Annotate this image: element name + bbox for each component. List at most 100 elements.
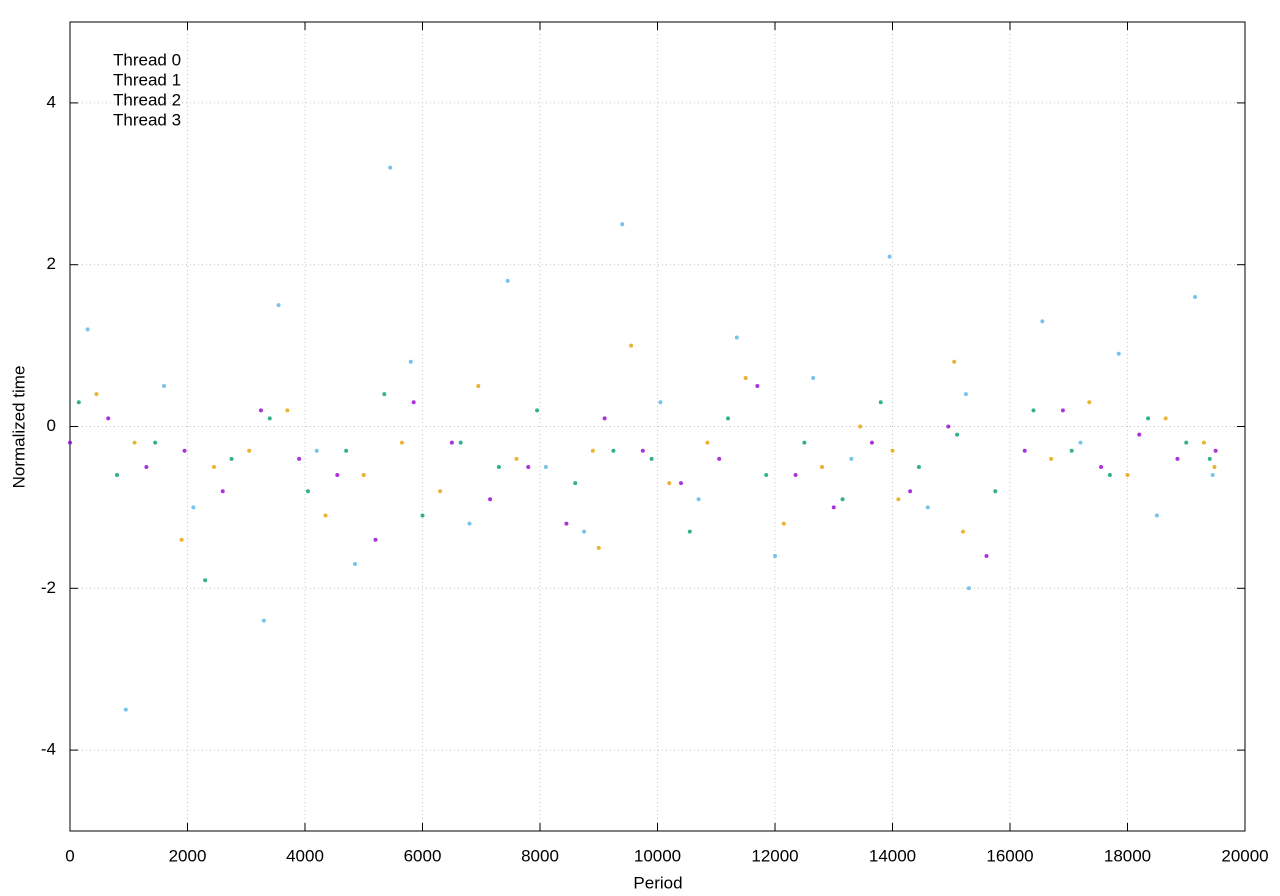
point [115, 473, 119, 478]
point [285, 408, 290, 413]
point [153, 440, 158, 445]
y-tick-label: -2 [41, 578, 56, 597]
point [1116, 351, 1121, 356]
x-tick-label: 18000 [1104, 846, 1151, 865]
point [755, 384, 760, 389]
legend-label: Thread 0 [113, 50, 181, 69]
point [1069, 448, 1074, 453]
point [1210, 473, 1215, 478]
point [887, 254, 892, 259]
point [952, 359, 957, 364]
point [849, 456, 854, 461]
point [458, 440, 463, 445]
point [679, 481, 683, 486]
point [878, 400, 883, 405]
x-tick-label: 16000 [986, 846, 1033, 865]
point [1049, 456, 1054, 461]
point [611, 448, 616, 453]
x-axis-label: Period [633, 873, 682, 892]
point [420, 513, 425, 518]
point [297, 456, 302, 461]
point [802, 440, 807, 445]
point [667, 481, 672, 486]
point [820, 464, 824, 469]
y-tick-label: 4 [47, 92, 56, 111]
point [408, 359, 413, 364]
y-tick-label: 0 [47, 416, 56, 435]
point [984, 553, 989, 558]
point [411, 400, 416, 405]
point [620, 222, 625, 227]
point [382, 392, 387, 397]
point [1175, 456, 1180, 461]
y-axis-label: Normalized time [9, 366, 28, 489]
point [658, 400, 663, 405]
point [1163, 416, 1168, 421]
point [352, 562, 357, 567]
point [1213, 448, 1218, 453]
point [649, 456, 654, 461]
point [1125, 473, 1130, 478]
point [323, 513, 328, 518]
point [993, 489, 998, 494]
point [705, 440, 710, 445]
point [123, 707, 128, 712]
point [261, 618, 266, 623]
x-tick-label: 14000 [869, 846, 916, 865]
point [793, 473, 798, 478]
point [438, 489, 443, 494]
point [305, 489, 310, 494]
y-tick-label: 2 [47, 254, 56, 273]
point [890, 448, 895, 453]
point [590, 448, 595, 453]
x-tick-label: 2000 [169, 846, 207, 865]
point [85, 327, 90, 332]
point [1212, 464, 1217, 469]
point [335, 473, 340, 478]
point [908, 489, 913, 494]
point [514, 456, 519, 461]
point [764, 473, 769, 478]
point [132, 440, 137, 445]
point [191, 505, 196, 510]
point [247, 448, 252, 453]
point [1099, 464, 1104, 469]
point [1207, 456, 1212, 461]
point [773, 553, 777, 558]
point [916, 464, 921, 469]
x-tick-label: 8000 [521, 846, 559, 865]
point [488, 497, 493, 502]
point [1193, 295, 1198, 300]
plot-frame [69, 21, 1246, 832]
point [276, 303, 281, 308]
legend-label: Thread 3 [113, 110, 181, 129]
point [258, 408, 263, 413]
point [1031, 408, 1036, 413]
x-tick-label: 4000 [286, 846, 324, 865]
point [831, 505, 836, 510]
x-tick-label: 12000 [751, 846, 798, 865]
point [162, 384, 166, 389]
point [573, 481, 578, 486]
point [1184, 440, 1189, 445]
point [203, 578, 208, 583]
point [1107, 473, 1112, 478]
point [640, 448, 645, 453]
point [267, 416, 272, 421]
point [211, 464, 216, 469]
point [963, 392, 968, 397]
point [602, 416, 607, 421]
point [535, 408, 540, 413]
x-tick-label: 10000 [634, 846, 681, 865]
point [687, 529, 692, 534]
point [946, 424, 951, 429]
x-tick-label: 20000 [1221, 846, 1268, 865]
point [564, 521, 569, 526]
point [314, 448, 319, 453]
point [388, 165, 393, 170]
point [955, 432, 960, 437]
point [179, 537, 184, 542]
point [629, 343, 634, 348]
point [596, 545, 601, 550]
point [1146, 416, 1151, 421]
